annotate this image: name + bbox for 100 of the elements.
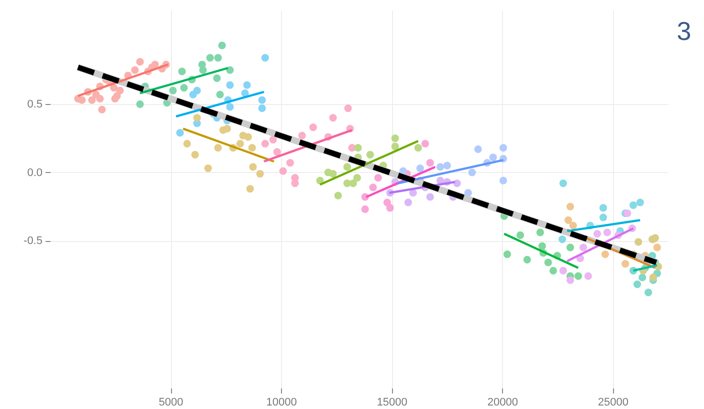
point bbox=[199, 66, 207, 74]
point bbox=[584, 272, 592, 280]
point bbox=[544, 258, 552, 266]
point bbox=[78, 96, 86, 104]
point bbox=[603, 228, 612, 236]
point bbox=[558, 235, 566, 244]
point bbox=[559, 180, 567, 188]
point bbox=[574, 272, 582, 280]
point bbox=[516, 231, 524, 239]
point bbox=[309, 124, 317, 132]
point bbox=[353, 174, 361, 182]
point bbox=[216, 90, 224, 98]
point bbox=[183, 140, 191, 148]
point bbox=[261, 140, 269, 148]
point bbox=[443, 162, 451, 170]
point bbox=[136, 100, 144, 108]
point bbox=[564, 216, 572, 224]
point bbox=[258, 96, 266, 104]
point bbox=[258, 104, 266, 112]
point bbox=[499, 144, 508, 152]
point bbox=[88, 96, 96, 104]
point bbox=[426, 193, 434, 201]
point bbox=[269, 136, 277, 144]
point bbox=[131, 66, 139, 74]
x-tick-label: 20000 bbox=[487, 396, 518, 408]
point bbox=[436, 163, 444, 171]
point bbox=[453, 180, 461, 188]
point bbox=[169, 86, 177, 94]
point bbox=[226, 66, 234, 74]
point bbox=[191, 150, 199, 158]
point bbox=[566, 244, 574, 252]
point bbox=[386, 204, 394, 212]
point bbox=[218, 42, 226, 50]
point bbox=[566, 202, 574, 210]
point bbox=[206, 54, 214, 62]
point bbox=[96, 94, 104, 102]
point bbox=[189, 90, 197, 98]
point bbox=[636, 198, 644, 206]
text: 3 bbox=[676, 16, 692, 46]
x-tick-label: 10000 bbox=[266, 396, 297, 408]
point bbox=[334, 192, 342, 200]
point bbox=[116, 86, 124, 94]
point bbox=[248, 144, 256, 152]
point bbox=[98, 106, 106, 114]
point bbox=[649, 274, 657, 282]
point bbox=[344, 104, 352, 112]
x-tick-label: 5000 bbox=[158, 396, 184, 408]
point bbox=[354, 144, 362, 152]
point bbox=[523, 256, 531, 264]
point bbox=[366, 150, 374, 158]
point bbox=[180, 84, 188, 92]
point bbox=[329, 114, 337, 122]
point bbox=[176, 129, 184, 137]
point bbox=[629, 201, 638, 209]
point bbox=[226, 81, 234, 89]
point bbox=[236, 140, 244, 148]
point bbox=[653, 244, 661, 252]
point bbox=[213, 74, 221, 82]
point bbox=[634, 238, 642, 246]
point bbox=[569, 222, 577, 230]
point bbox=[536, 228, 544, 236]
point bbox=[414, 144, 422, 152]
point bbox=[261, 54, 269, 62]
point bbox=[291, 180, 299, 188]
point bbox=[193, 114, 201, 122]
point bbox=[256, 170, 264, 178]
point bbox=[329, 170, 337, 178]
point bbox=[468, 168, 476, 176]
point bbox=[151, 60, 159, 68]
point bbox=[136, 58, 144, 66]
point bbox=[489, 154, 497, 162]
point bbox=[243, 81, 251, 89]
point bbox=[622, 260, 630, 268]
point bbox=[416, 164, 424, 172]
point bbox=[204, 164, 212, 172]
point bbox=[374, 174, 382, 182]
point bbox=[549, 266, 558, 274]
point bbox=[426, 159, 434, 167]
point bbox=[633, 280, 642, 288]
point bbox=[226, 103, 234, 111]
point bbox=[349, 180, 357, 188]
point bbox=[599, 214, 608, 222]
point bbox=[391, 134, 399, 142]
point bbox=[249, 163, 257, 171]
point bbox=[599, 204, 608, 212]
point bbox=[421, 140, 430, 148]
point bbox=[409, 189, 417, 197]
point bbox=[214, 144, 222, 152]
y-tick-label: 0.5 bbox=[27, 98, 42, 111]
point bbox=[499, 176, 508, 184]
point bbox=[223, 124, 231, 133]
point bbox=[178, 68, 186, 76]
point bbox=[279, 167, 287, 175]
point bbox=[286, 159, 294, 167]
point bbox=[601, 250, 610, 258]
point bbox=[343, 163, 351, 171]
point bbox=[361, 205, 369, 214]
point bbox=[559, 266, 567, 274]
point bbox=[244, 133, 252, 141]
point bbox=[474, 145, 482, 153]
